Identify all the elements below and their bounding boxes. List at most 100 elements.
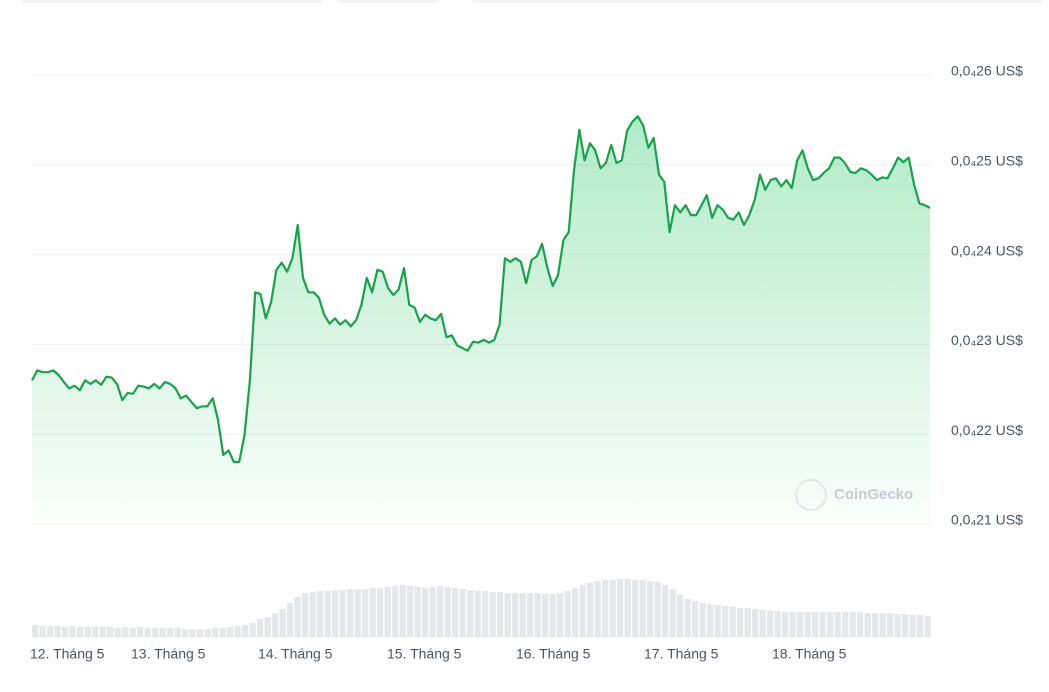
volume-bar xyxy=(549,594,556,637)
volume-bar xyxy=(827,612,834,637)
volume-bar xyxy=(114,628,121,637)
x-tick-label: 12. Tháng 5 xyxy=(30,646,105,662)
volume-bar xyxy=(819,612,826,637)
volume-bar xyxy=(249,623,256,637)
volume-bar xyxy=(422,588,429,637)
volume-bar xyxy=(392,586,399,637)
volume-bar xyxy=(744,608,751,637)
tab-button[interactable] xyxy=(336,0,439,3)
volume-bar xyxy=(669,589,676,637)
volume-bar xyxy=(722,606,729,637)
volume-bar xyxy=(197,629,204,637)
volume-bar xyxy=(227,627,234,637)
y-tick-label: 0,0₄22 US$ xyxy=(951,422,1023,438)
volume-bar xyxy=(264,617,271,637)
volume-bar xyxy=(834,612,841,637)
volume-bar xyxy=(804,612,811,637)
volume-bar xyxy=(924,616,931,637)
volume-bar xyxy=(917,615,924,637)
volume-bar xyxy=(317,591,324,637)
volume-bar xyxy=(99,627,106,637)
volume-bar xyxy=(219,628,226,637)
volume-bar xyxy=(407,586,414,637)
volume-bar xyxy=(234,626,241,637)
volume-bar xyxy=(699,603,706,637)
volume-bar xyxy=(729,607,736,637)
volume-bar xyxy=(62,627,69,637)
volume-bar xyxy=(294,597,301,637)
area xyxy=(32,116,930,525)
volume-bar xyxy=(437,586,444,637)
volume-bar xyxy=(624,579,631,637)
volume-bar xyxy=(309,592,316,637)
volume-bar xyxy=(902,614,909,637)
volume-bar xyxy=(482,591,489,637)
volume-bar xyxy=(887,613,894,637)
watermark: CoinGecko xyxy=(834,486,913,503)
tab-button[interactable] xyxy=(470,0,1045,3)
volume-bar xyxy=(377,588,384,637)
volume-bar xyxy=(92,627,99,637)
volume-bar xyxy=(617,579,624,637)
volume-bar xyxy=(684,599,691,637)
y-tick-label: 0,0₄21 US$ xyxy=(951,512,1023,528)
volume-bar xyxy=(504,593,511,637)
volume-bar xyxy=(452,588,459,637)
logo xyxy=(795,479,827,511)
volume-bar xyxy=(212,628,219,637)
volume-bar xyxy=(714,605,721,637)
tab-button[interactable] xyxy=(20,0,325,3)
volume-bar xyxy=(797,612,804,637)
y-tick-label: 0,0₄24 US$ xyxy=(951,242,1023,258)
volume-bar xyxy=(324,591,331,637)
volume-bar xyxy=(474,591,481,637)
volume-bar xyxy=(752,609,759,637)
volume-bar xyxy=(879,613,886,637)
volume-bar xyxy=(609,580,616,637)
volume-bar xyxy=(347,589,354,637)
volume-bar xyxy=(467,590,474,637)
volume-bar xyxy=(174,628,181,637)
x-tick-label: 14. Tháng 5 xyxy=(258,646,333,662)
volume-bar xyxy=(189,629,196,637)
x-tick-label: 17. Tháng 5 xyxy=(644,646,719,662)
volume-bar xyxy=(774,611,781,637)
volume-bar xyxy=(302,593,309,637)
volume-bar xyxy=(107,627,114,637)
volume-bar xyxy=(564,591,571,637)
volume-bar xyxy=(47,626,54,637)
volume-bar xyxy=(782,612,789,637)
volume-bar xyxy=(459,589,466,637)
y-tick-label: 0,0₄26 US$ xyxy=(951,63,1023,79)
volume-bar xyxy=(594,581,601,637)
volume-bar xyxy=(519,593,526,637)
volume-bar xyxy=(639,580,646,637)
volume-bar xyxy=(84,627,91,637)
volume-bar xyxy=(849,612,856,637)
volume-bar xyxy=(204,629,211,637)
x-tick-label: 13. Tháng 5 xyxy=(131,646,206,662)
volume-bar xyxy=(137,627,144,637)
x-tick-label: 16. Tháng 5 xyxy=(516,646,591,662)
volume-bar xyxy=(842,612,849,637)
volume-bar xyxy=(872,613,879,637)
volume-bar xyxy=(39,626,46,637)
volume-bar xyxy=(77,627,84,637)
volume-bar xyxy=(429,587,436,637)
volume-bar xyxy=(789,612,796,637)
volume-bar xyxy=(54,626,61,637)
volume-bar xyxy=(32,625,39,637)
volume-bar xyxy=(332,590,339,637)
volume-bar xyxy=(707,604,714,637)
volume-bar xyxy=(144,628,151,637)
volume-bars xyxy=(32,579,931,637)
volume-bar xyxy=(587,583,594,637)
volume-bar xyxy=(384,587,391,637)
volume-bar xyxy=(497,592,504,637)
volume-bar xyxy=(857,612,864,637)
volume-bar xyxy=(152,628,159,637)
volume-bar xyxy=(182,629,189,637)
volume-bar xyxy=(159,628,166,637)
price-line xyxy=(31,115,931,464)
volume-bar xyxy=(272,613,279,637)
